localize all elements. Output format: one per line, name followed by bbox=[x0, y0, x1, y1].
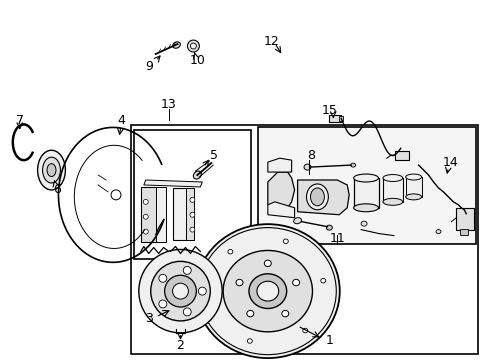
Circle shape bbox=[139, 249, 222, 333]
Ellipse shape bbox=[172, 42, 180, 48]
Ellipse shape bbox=[360, 221, 366, 226]
Ellipse shape bbox=[199, 228, 336, 355]
Text: 2: 2 bbox=[176, 339, 184, 352]
Ellipse shape bbox=[405, 194, 421, 200]
Ellipse shape bbox=[42, 157, 61, 183]
Circle shape bbox=[189, 227, 195, 232]
Text: 4: 4 bbox=[117, 114, 124, 127]
Text: 6: 6 bbox=[53, 184, 61, 197]
Text: 7: 7 bbox=[16, 114, 24, 127]
Text: 9: 9 bbox=[144, 60, 152, 73]
Text: 13: 13 bbox=[161, 98, 176, 111]
Bar bbox=[394, 151, 408, 160]
Text: 11: 11 bbox=[329, 232, 345, 245]
Text: 8: 8 bbox=[307, 149, 315, 162]
Ellipse shape bbox=[264, 260, 271, 266]
Ellipse shape bbox=[302, 328, 307, 333]
Ellipse shape bbox=[47, 164, 56, 176]
Ellipse shape bbox=[196, 224, 339, 358]
Text: 3: 3 bbox=[144, 312, 152, 325]
Bar bbox=[186, 188, 194, 239]
Circle shape bbox=[172, 283, 188, 299]
Ellipse shape bbox=[293, 218, 301, 224]
Text: 5: 5 bbox=[210, 149, 218, 162]
Bar bbox=[339, 116, 343, 121]
Ellipse shape bbox=[38, 150, 65, 190]
Circle shape bbox=[189, 197, 195, 202]
Text: 12: 12 bbox=[264, 35, 279, 48]
Polygon shape bbox=[297, 180, 348, 215]
Ellipse shape bbox=[223, 251, 312, 332]
Ellipse shape bbox=[310, 188, 324, 206]
Ellipse shape bbox=[320, 278, 325, 283]
Circle shape bbox=[190, 43, 196, 49]
Ellipse shape bbox=[247, 339, 252, 343]
Circle shape bbox=[183, 266, 191, 274]
Bar bbox=[459, 229, 468, 235]
Circle shape bbox=[187, 40, 199, 52]
Ellipse shape bbox=[193, 171, 201, 179]
Ellipse shape bbox=[405, 174, 421, 180]
Polygon shape bbox=[143, 180, 202, 187]
Circle shape bbox=[164, 275, 196, 307]
Ellipse shape bbox=[209, 300, 214, 304]
Ellipse shape bbox=[353, 204, 378, 212]
Circle shape bbox=[198, 287, 206, 295]
Bar bbox=[131, 125, 477, 354]
Circle shape bbox=[143, 229, 148, 234]
Ellipse shape bbox=[236, 279, 243, 286]
Polygon shape bbox=[267, 172, 294, 208]
Bar bbox=[134, 130, 250, 260]
Ellipse shape bbox=[292, 279, 299, 286]
Bar bbox=[353, 178, 378, 208]
Ellipse shape bbox=[283, 239, 288, 243]
Text: 14: 14 bbox=[442, 156, 457, 168]
Text: 1: 1 bbox=[325, 334, 333, 347]
Ellipse shape bbox=[246, 310, 253, 317]
Circle shape bbox=[143, 214, 148, 219]
Ellipse shape bbox=[248, 274, 286, 309]
Ellipse shape bbox=[227, 249, 232, 254]
Ellipse shape bbox=[306, 184, 327, 210]
Bar bbox=[405, 177, 421, 197]
Ellipse shape bbox=[382, 198, 402, 205]
Ellipse shape bbox=[281, 310, 288, 317]
Ellipse shape bbox=[435, 230, 440, 234]
Ellipse shape bbox=[353, 174, 378, 182]
Bar bbox=[328, 114, 341, 122]
Circle shape bbox=[183, 308, 191, 316]
Ellipse shape bbox=[256, 281, 278, 301]
Text: 10: 10 bbox=[189, 54, 205, 67]
Bar bbox=[382, 178, 402, 202]
Circle shape bbox=[159, 274, 166, 282]
Circle shape bbox=[111, 190, 121, 200]
Bar bbox=[141, 187, 158, 242]
Bar bbox=[455, 208, 473, 230]
Polygon shape bbox=[267, 158, 291, 172]
Text: 15: 15 bbox=[321, 104, 337, 117]
Ellipse shape bbox=[304, 164, 310, 170]
Bar bbox=[155, 187, 165, 242]
Bar bbox=[257, 127, 475, 244]
Bar bbox=[172, 188, 190, 239]
Polygon shape bbox=[267, 202, 294, 218]
Circle shape bbox=[143, 199, 148, 204]
Ellipse shape bbox=[382, 175, 402, 181]
Circle shape bbox=[159, 300, 166, 308]
Ellipse shape bbox=[350, 163, 355, 167]
Circle shape bbox=[189, 212, 195, 217]
Circle shape bbox=[150, 261, 210, 321]
Ellipse shape bbox=[325, 225, 332, 230]
